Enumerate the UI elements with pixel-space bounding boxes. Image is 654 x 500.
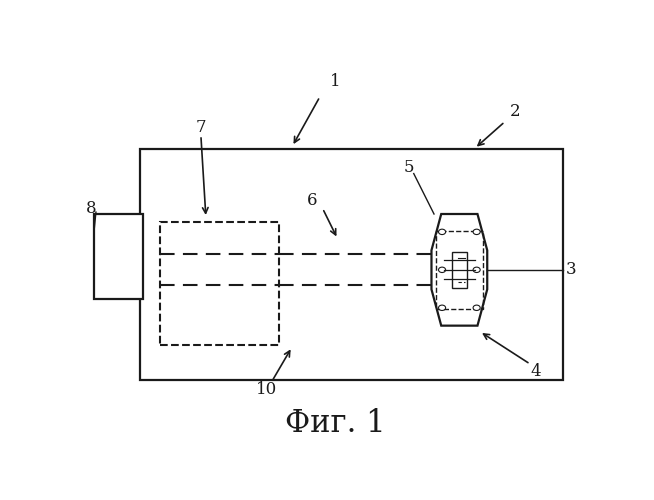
Text: 7: 7 [196,119,206,136]
Bar [436,230,483,309]
Circle shape [439,229,445,234]
Circle shape [473,267,480,272]
Text: 3: 3 [566,262,576,278]
Text: 4: 4 [530,364,541,380]
Bar [452,252,467,288]
Text: 1: 1 [330,72,341,90]
Circle shape [439,305,445,310]
Circle shape [439,267,445,272]
Text: 6: 6 [307,192,318,209]
Circle shape [473,229,480,234]
Text: 5: 5 [404,160,414,176]
Circle shape [473,305,480,310]
Text: Фиг. 1: Фиг. 1 [285,408,385,440]
Bar [140,148,563,380]
Text: 10: 10 [256,380,277,398]
Text: 2: 2 [510,104,521,120]
Polygon shape [432,214,487,326]
Text: 8: 8 [86,200,96,216]
Bar [160,222,279,345]
Bar [94,214,143,298]
